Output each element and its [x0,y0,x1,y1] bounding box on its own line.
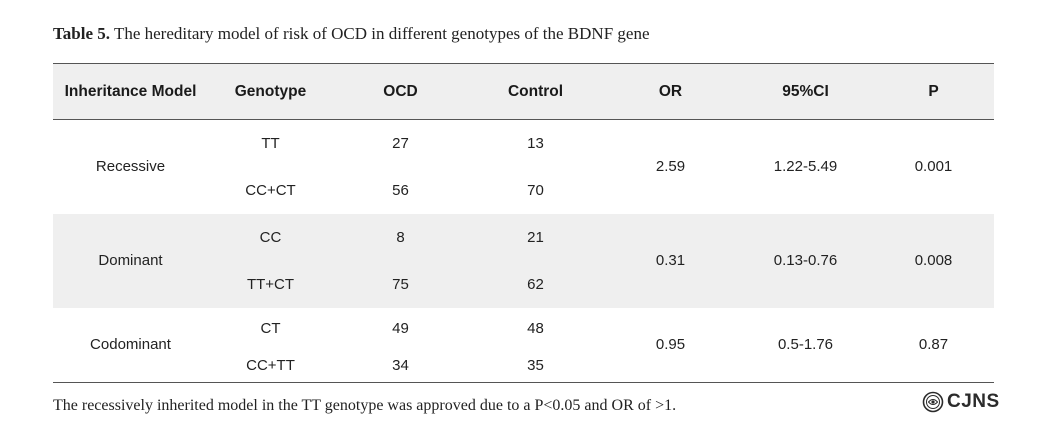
genotype-cell: CC+TT [208,348,333,383]
ci-cell: 0.13-0.76 [738,213,873,308]
control-cell: 48 [527,319,544,337]
table-row: CC+CT 56 70 [53,167,994,214]
or-cell: 2.59 [655,158,686,176]
control-cell: 62 [468,260,603,308]
logo-text: CJNS [947,391,1000,412]
or-cell: 0.95 [603,307,738,383]
table-row: CC+TT 34 35 [53,348,994,383]
ocd-cell: 34 [333,348,468,383]
ci-cell: 0.5-1.76 [738,307,873,383]
data-table: Inheritance Model Genotype OCD Control O… [53,63,994,383]
model-cell: Codominant [53,307,208,383]
ocd-cell: 56 [392,181,409,199]
table-row: Codominant CT 49 48 0.95 0.5-1.76 0.87 [53,307,994,383]
genotype-cell: TT+CT [208,260,333,308]
header-genotype: Genotype [208,63,333,120]
model-cell: Dominant [53,213,208,308]
genotype-cell: CC [208,213,333,261]
table-caption-label: Table 5. [53,24,111,43]
p-cell: 0.87 [873,307,994,383]
control-cell: 21 [468,213,603,261]
genotype-cell: TT [261,134,280,152]
table-caption-text: The hereditary model of risk of OCD in d… [110,24,650,43]
ocd-cell: 27 [392,134,409,152]
p-cell: 0.008 [873,213,994,308]
table-row: Dominant CC 8 21 0.31 0.13-0.76 0.008 [53,213,994,308]
ocd-cell: 8 [333,213,468,261]
header-ocd: OCD [333,63,468,120]
ocd-cell: 49 [392,319,409,337]
table-header-row: Inheritance Model Genotype OCD Control O… [53,63,994,120]
p-cell: 0.001 [914,158,953,176]
cjns-seal-icon [922,391,944,413]
ocd-cell: 75 [333,260,468,308]
control-cell: 13 [527,134,544,152]
genotype-cell: CC+CT [245,181,296,199]
header-inheritance-model: Inheritance Model [53,63,208,120]
table-footnote: The recessively inherited model in the T… [53,397,677,414]
header-control: Control [468,63,603,120]
model-cell: Recessive [95,158,166,176]
control-cell: 35 [468,348,603,383]
genotype-cell: CT [260,319,281,337]
table-row: Recessive TT 27 13 2.59 1.22-5.49 0.001 [53,120,994,176]
ci-cell: 1.22-5.49 [773,158,838,176]
header-or: OR [603,63,738,120]
journal-logo: CJNS [922,391,1000,413]
header-p: P [873,63,994,120]
or-cell: 0.31 [603,213,738,308]
table-caption: Table 5. The hereditary model of risk of… [53,24,649,44]
table-row: TT+CT 75 62 [53,260,994,308]
control-cell: 70 [527,181,544,199]
header-ci: 95%CI [738,63,873,120]
